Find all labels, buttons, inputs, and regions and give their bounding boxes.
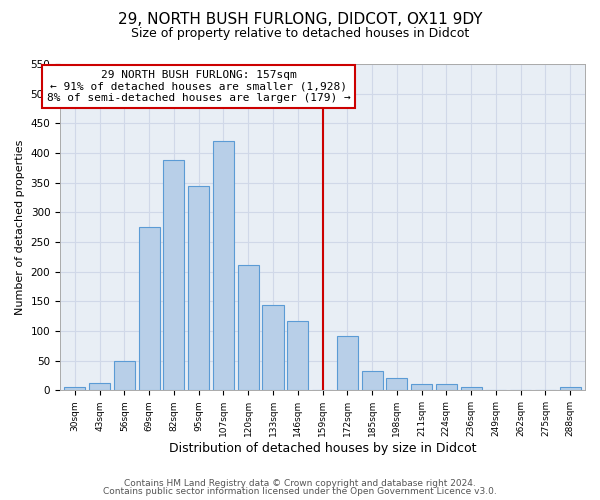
Bar [461, 388, 482, 390]
Bar [560, 388, 581, 390]
Bar [362, 371, 383, 390]
Bar [287, 321, 308, 390]
Text: 29, NORTH BUSH FURLONG, DIDCOT, OX11 9DY: 29, NORTH BUSH FURLONG, DIDCOT, OX11 9DY [118, 12, 482, 28]
Bar [238, 265, 259, 390]
Bar [436, 384, 457, 390]
Text: Contains HM Land Registry data © Crown copyright and database right 2024.: Contains HM Land Registry data © Crown c… [124, 478, 476, 488]
Bar [188, 186, 209, 390]
Y-axis label: Number of detached properties: Number of detached properties [15, 140, 25, 315]
Bar [139, 227, 160, 390]
Bar [89, 383, 110, 390]
Bar [262, 305, 284, 390]
Text: 29 NORTH BUSH FURLONG: 157sqm
← 91% of detached houses are smaller (1,928)
8% of: 29 NORTH BUSH FURLONG: 157sqm ← 91% of d… [47, 70, 350, 103]
Bar [213, 141, 234, 390]
Bar [337, 336, 358, 390]
Bar [411, 384, 432, 390]
Bar [114, 362, 135, 390]
Bar [64, 388, 85, 390]
Bar [163, 160, 184, 390]
Text: Size of property relative to detached houses in Didcot: Size of property relative to detached ho… [131, 28, 469, 40]
X-axis label: Distribution of detached houses by size in Didcot: Distribution of detached houses by size … [169, 442, 476, 455]
Bar [386, 378, 407, 390]
Text: Contains public sector information licensed under the Open Government Licence v3: Contains public sector information licen… [103, 487, 497, 496]
